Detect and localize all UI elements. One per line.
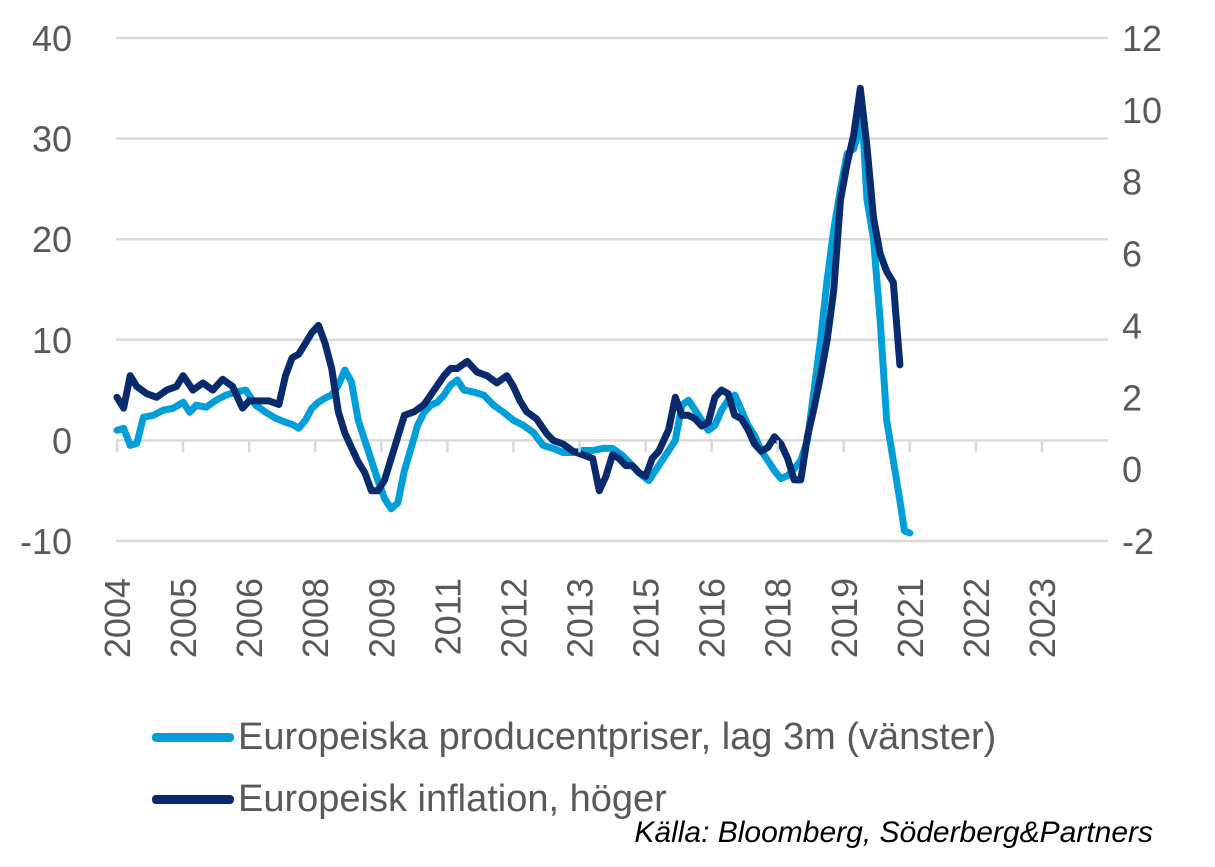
left-y-tick-label: 40: [32, 18, 72, 59]
left-y-tick-label: 0: [52, 420, 72, 461]
right-y-tick-label: 4: [1122, 305, 1142, 346]
right-y-tick-label: 6: [1122, 234, 1142, 275]
x-tick-label: 2021: [890, 578, 931, 658]
series-line-inflation: [113, 84, 904, 495]
x-tick-label: 2015: [626, 578, 667, 658]
left-y-tick-label: 30: [32, 119, 72, 160]
legend-label-producer-prices: Europeiska producentpriser, lag 3m (väns…: [238, 715, 997, 758]
gridlines: [116, 36, 1108, 543]
right-y-axis: 12 10 8 6 4 2 0 -2: [1122, 18, 1162, 562]
left-y-tick-label: -10: [20, 521, 72, 562]
legend-item-producer-prices: Europeiska producentpriser, lag 3m (väns…: [152, 706, 996, 768]
x-tick-label: 2009: [361, 578, 402, 658]
x-tick-label: 2005: [163, 578, 204, 658]
right-y-tick-label: 12: [1122, 18, 1162, 59]
source-note: Källa: Bloomberg, Söderberg&Partners: [634, 816, 1153, 849]
left-y-axis: 40 30 20 10 0 -10: [20, 18, 72, 562]
x-tick-label: 2006: [229, 578, 270, 658]
legend-swatch-producer-prices: [152, 732, 234, 742]
x-axis: 2004 2005 2006 2008 2009 2011 2012 2013 2015 2016…: [97, 440, 1063, 658]
legend-label-inflation: Europeisk inflation, höger: [238, 777, 667, 820]
x-tick-label: 2023: [1022, 578, 1063, 658]
x-tick-label: 2012: [493, 578, 534, 658]
legend: Europeiska producentpriser, lag 3m (väns…: [152, 706, 996, 830]
x-tick-label: 2016: [692, 578, 733, 658]
right-y-tick-label: 10: [1122, 90, 1162, 131]
right-y-tick-label: 8: [1122, 162, 1142, 203]
right-y-tick-label: 2: [1122, 377, 1142, 418]
x-tick-label: 2011: [427, 578, 468, 655]
x-tick-label: 2004: [97, 578, 138, 658]
legend-swatch-inflation: [152, 794, 234, 804]
left-y-tick-label: 10: [32, 320, 72, 361]
left-y-tick-label: 20: [32, 219, 72, 260]
x-tick-label: 2019: [824, 578, 865, 658]
x-tick-label: 2013: [559, 578, 600, 658]
x-tick-label: 2018: [758, 578, 799, 658]
x-tick-label: 2008: [295, 578, 336, 658]
legend-item-inflation: Europeisk inflation, höger: [152, 768, 996, 830]
x-tick-label: 2022: [956, 578, 997, 658]
right-y-tick-label: -2: [1122, 521, 1154, 562]
series-layer: [113, 84, 914, 537]
right-y-tick-label: 0: [1122, 449, 1142, 490]
